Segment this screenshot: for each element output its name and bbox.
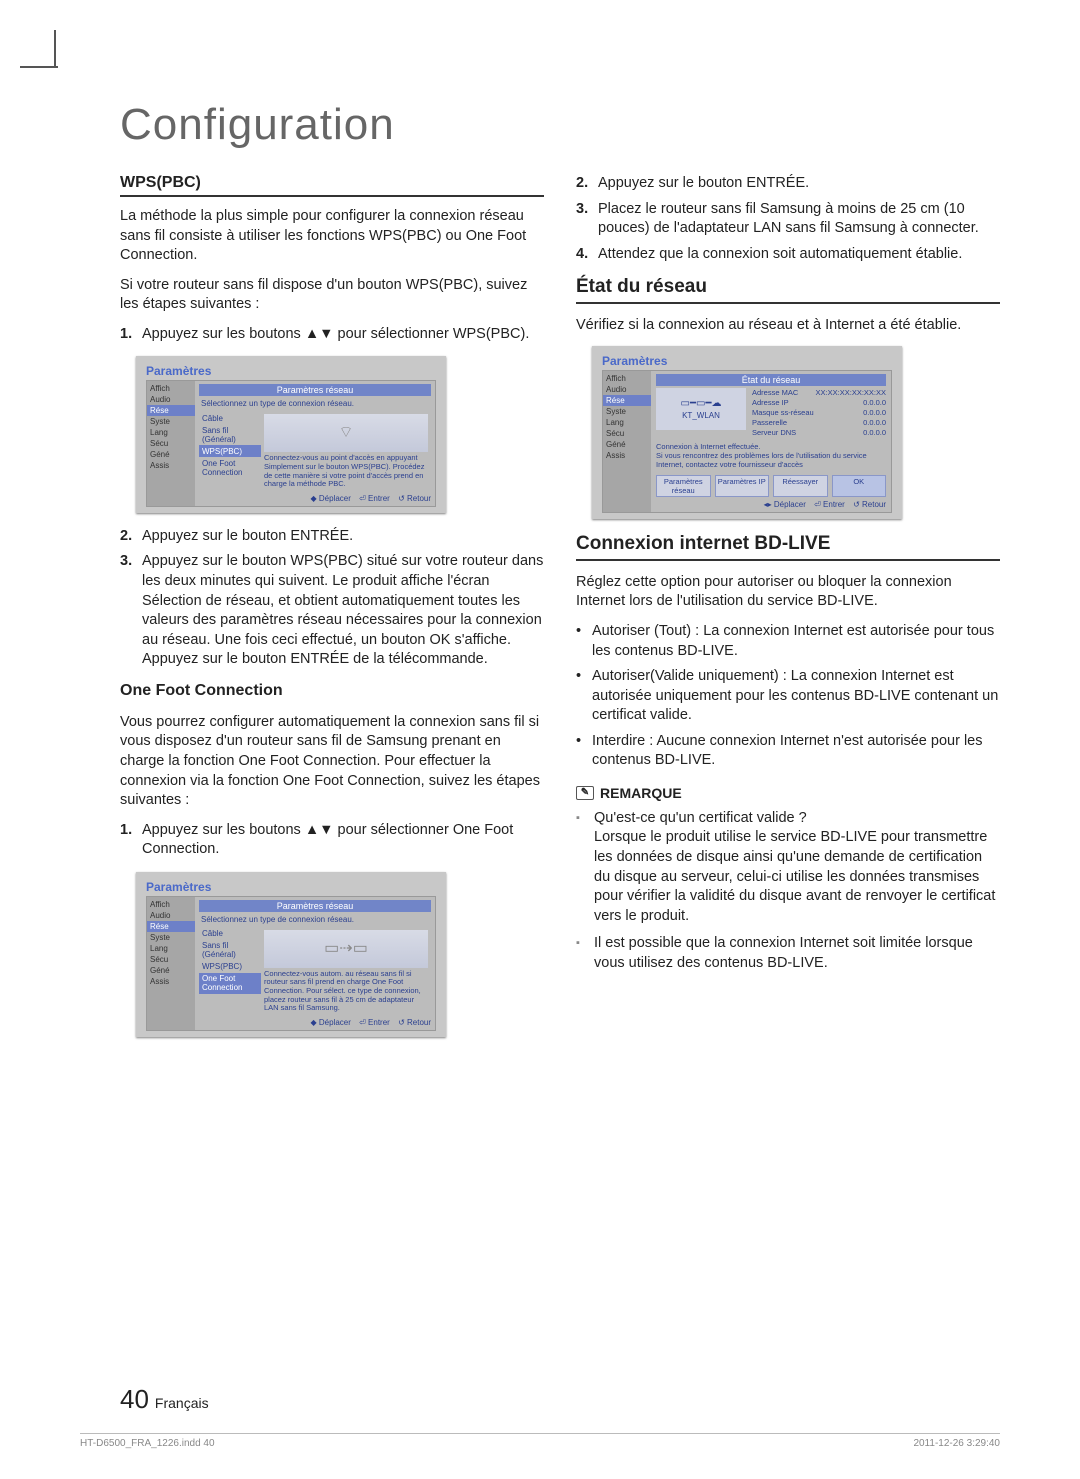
shot-header: État du réseau — [656, 374, 886, 386]
step-number: 1. — [120, 821, 142, 860]
page-number: 40Français — [120, 1384, 209, 1415]
step-text: Attendez que la connexion soit automatiq… — [598, 245, 1000, 265]
shot-title: Paramètres — [146, 880, 436, 894]
wifi-icon: ⌔ — [264, 414, 428, 452]
shot-footer: ◂▸ Déplacer ⏎ Entrer ↺ Retour — [656, 497, 886, 509]
network-diagram: ▭━▭━☁ KT_WLAN — [656, 388, 746, 430]
shot-description: ▭⇢▭ Connectez-vous autom. au réseau sans… — [261, 928, 431, 1015]
bullet-text: Interdire : Aucune connexion Internet n'… — [592, 732, 1000, 771]
shot-footer: ◆ Déplacer ⏎ Entrer ↺ Retour — [199, 491, 431, 503]
shot-options: Câble Sans fil (Général) WPS(PBC) One Fo… — [199, 412, 261, 491]
page-title: Configuration — [120, 100, 1000, 150]
note-text: Qu'est-ce qu'un certificat valide ? Lors… — [594, 809, 1000, 926]
shot-header: Paramètres réseau — [199, 900, 431, 912]
right-column: 2.Appuyez sur le bouton ENTRÉE. 3.Placez… — [576, 174, 1000, 1051]
status-message: Connexion à Internet effectuée. Si vous … — [656, 442, 886, 469]
wps-heading: WPS(PBC) — [120, 174, 544, 197]
step-number: 2. — [120, 527, 142, 547]
crop-mark — [20, 66, 58, 68]
shot-sidebar: Affich Audio Rése Syste Lang Sécu Géné A… — [147, 897, 195, 1030]
step-number: 4. — [576, 245, 598, 265]
step-text: Appuyez sur le bouton ENTRÉE. — [598, 174, 1000, 194]
settings-screenshot-wps: Paramètres Affich Audio Rése Syste Lang … — [136, 356, 446, 513]
body-text: La méthode la plus simple pour configure… — [120, 207, 544, 266]
note-heading: REMARQUE — [600, 785, 682, 801]
crop-mark — [54, 30, 56, 68]
status-buttons: Paramètres réseau Paramètres IP Réessaye… — [656, 475, 886, 497]
step-number: 1. — [120, 325, 142, 345]
bdlive-heading: Connexion internet BD-LIVE — [576, 533, 1000, 561]
shot-title: Paramètres — [146, 364, 436, 378]
shot-header: Paramètres réseau — [199, 384, 431, 396]
settings-screenshot-ofc: Paramètres Affich Audio Rése Syste Lang … — [136, 872, 446, 1037]
body-text: Vous pourrez configurer automatiquement … — [120, 713, 544, 811]
shot-sidebar: Affich Audio Rése Syste Lang Sécu Géné A… — [147, 381, 195, 506]
step-number: 3. — [120, 552, 142, 669]
etat-heading: État du réseau — [576, 276, 1000, 304]
bullet-text: Autoriser (Tout) : La connexion Internet… — [592, 622, 1000, 661]
network-values: Adresse MACXX:XX:XX:XX:XX:XX Adresse IP0… — [752, 388, 886, 438]
body-text: Vérifiez si la connexion au réseau et à … — [576, 316, 1000, 336]
step-text: Placez le routeur sans fil Samsung à moi… — [598, 200, 1000, 239]
ofc-heading: One Foot Connection — [120, 682, 544, 703]
shot-subtitle: Sélectionnez un type de connexion réseau… — [199, 398, 431, 412]
step-text: Appuyez sur les boutons ▲▼ pour sélectio… — [142, 325, 544, 345]
step-number: 3. — [576, 200, 598, 239]
shot-subtitle: Sélectionnez un type de connexion réseau… — [199, 914, 431, 928]
shot-sidebar: Affich Audio Rése Syste Lang Sécu Géné A… — [603, 371, 651, 512]
shot-description: ⌔ Connectez-vous au point d'accès en app… — [261, 412, 431, 491]
note-text: Il est possible que la connexion Interne… — [594, 934, 1000, 973]
footer-meta: HT-D6500_FRA_1226.indd 40 2011-12-26 3:2… — [80, 1433, 1000, 1449]
shot-footer: ◆ Déplacer ⏎ Entrer ↺ Retour — [199, 1015, 431, 1027]
bullet-text: Autoriser(Valide uniquement) : La connex… — [592, 667, 1000, 726]
body-text: Réglez cette option pour autoriser ou bl… — [576, 573, 1000, 612]
status-screenshot: Paramètres Affich Audio Rése Syste Lang … — [592, 346, 902, 519]
step-text: Appuyez sur les boutons ▲▼ pour sélectio… — [142, 821, 544, 860]
shot-options: Câble Sans fil (Général) WPS(PBC) One Fo… — [199, 928, 261, 1015]
note-icon: ✎ — [576, 786, 594, 800]
left-column: WPS(PBC) La méthode la plus simple pour … — [120, 174, 544, 1051]
body-text: Si votre routeur sans fil dispose d'un b… — [120, 276, 544, 315]
step-text: Appuyez sur le bouton WPS(PBC) situé sur… — [142, 552, 544, 669]
shot-title: Paramètres — [602, 354, 892, 368]
step-number: 2. — [576, 174, 598, 194]
step-text: Appuyez sur le bouton ENTRÉE. — [142, 527, 544, 547]
router-icon: ▭⇢▭ — [264, 930, 428, 968]
